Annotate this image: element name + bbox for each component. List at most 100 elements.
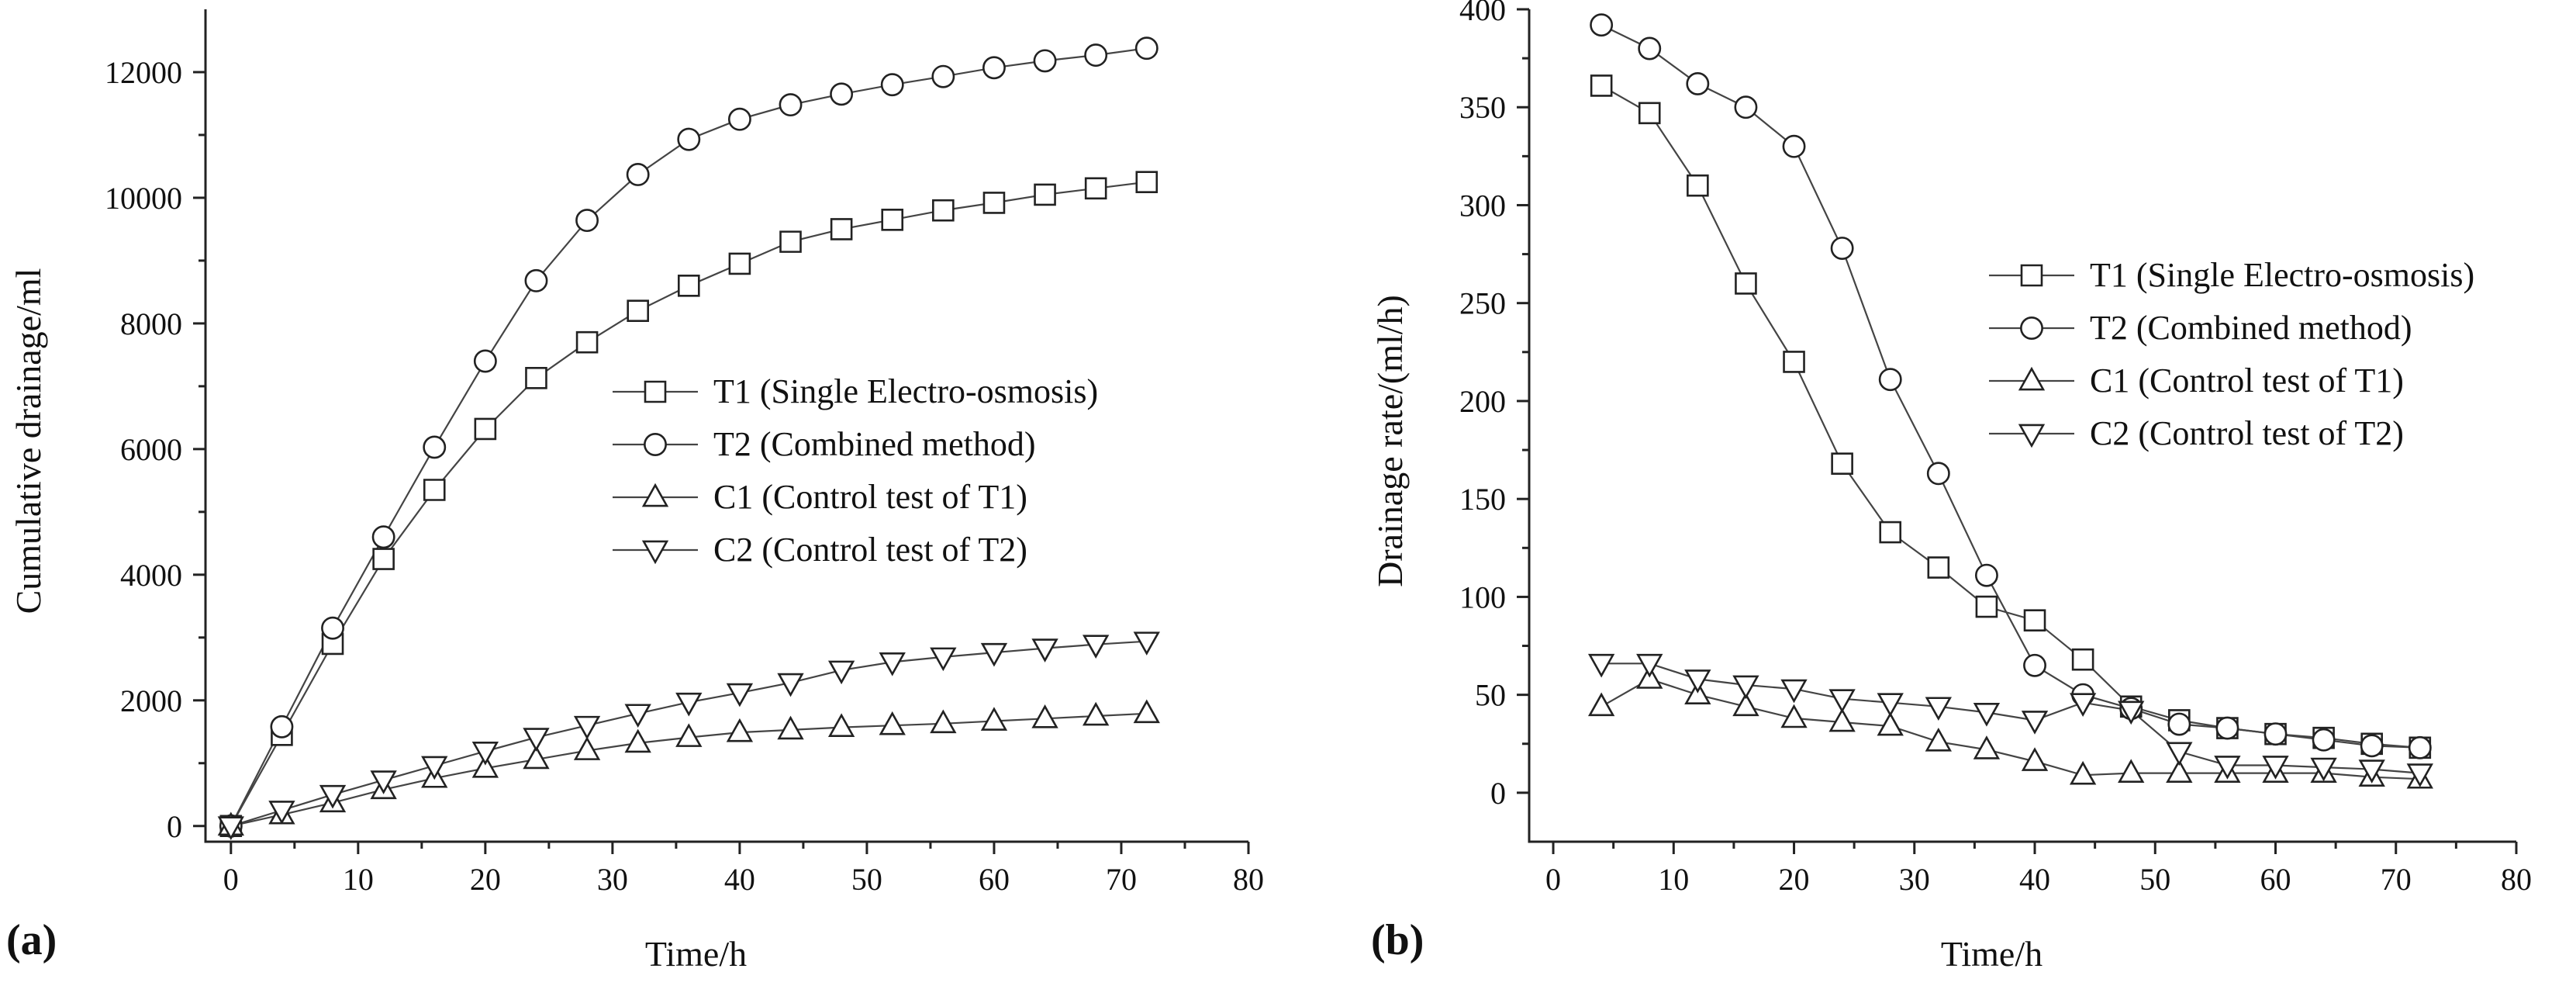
x-tick-label: 60 [979, 862, 1010, 897]
data-point [525, 367, 547, 389]
y-tick-label: 4000 [120, 558, 182, 593]
data-point [421, 756, 448, 780]
data-point [1590, 74, 1613, 97]
legend-marker-circle [2020, 317, 2043, 340]
data-point [1974, 563, 1998, 587]
legend-label: C1 (Control test of T1) [2090, 362, 2404, 400]
legend-marker-triangle-down [2018, 424, 2046, 448]
data-point [2310, 757, 2337, 782]
legend-label: C1 (Control test of T1) [713, 478, 1027, 516]
panel-b-drainage-rate-chart: 0 10 20 30 40 50 60 70 80 0 50 100 150 200 250 300 350 40… [1370, 0, 2532, 974]
data-point [217, 816, 244, 841]
data-point [932, 199, 955, 222]
data-point [471, 753, 499, 778]
x-tick-label: 50 [2139, 862, 2170, 897]
data-point [1925, 727, 1952, 752]
data-point [726, 683, 754, 707]
data-point [2360, 734, 2384, 758]
legend-label: T2 (Combined method) [713, 425, 1036, 463]
x-tick-label: 60 [2260, 862, 2291, 897]
legend-marker-triangle-down [641, 540, 669, 565]
legend: T1 (Single Electro-osmosis) T2 (Combined … [613, 372, 1098, 569]
data-point [1684, 669, 1711, 694]
data-point [575, 209, 599, 233]
data-point [2021, 711, 2049, 735]
data-point [1031, 704, 1058, 728]
y-tick-label: 350 [1459, 90, 1506, 125]
data-point [2118, 759, 2145, 783]
data-point [1083, 701, 1110, 726]
data-point [1877, 693, 1904, 718]
data-point [1133, 631, 1160, 656]
data-point [1636, 653, 1663, 678]
data-point [1638, 102, 1661, 125]
data-point [524, 268, 548, 292]
data-point [931, 64, 955, 88]
x-axis-title: Time/h [1941, 934, 2042, 974]
data-point [1638, 36, 1662, 61]
data-point [930, 709, 957, 734]
data-point [268, 801, 295, 825]
data-point [627, 299, 649, 323]
data-point [2021, 747, 2049, 771]
x-tick-label: 40 [2019, 862, 2050, 897]
y-tick-label: 400 [1459, 0, 1506, 27]
y-tick-label: 300 [1459, 188, 1506, 223]
data-point [1134, 36, 1159, 61]
data-point [727, 107, 751, 131]
data-point [1878, 368, 1902, 392]
data-point [423, 435, 447, 459]
data-point [1927, 556, 1950, 579]
data-point [624, 728, 651, 753]
data-point [523, 745, 550, 770]
data-point [573, 736, 601, 760]
x-tick-label: 10 [343, 862, 374, 897]
data-point [1830, 237, 1854, 260]
data-point [2166, 742, 2193, 766]
data-point [675, 723, 703, 747]
panel-label: (b) [1371, 916, 1424, 964]
legend-label: C2 (Control test of T2) [713, 531, 1027, 569]
data-point [1828, 689, 1856, 713]
data-point [2071, 648, 2094, 671]
legend-marker-triangle-up [641, 483, 669, 507]
y-axis-title: Drainage rate/(ml/h) [1370, 295, 1410, 587]
x-tick-label: 10 [1658, 862, 1689, 897]
y-tick-label: 6000 [120, 432, 182, 467]
y-tick-label: 8000 [120, 306, 182, 341]
data-point [2023, 653, 2046, 677]
axes-frame [1528, 9, 2516, 843]
data-point [2166, 759, 2193, 783]
data-point [982, 192, 1006, 214]
data-point [827, 660, 855, 685]
data-point [1925, 697, 1952, 721]
x-tick-label: 50 [851, 862, 882, 897]
data-point [2167, 712, 2191, 736]
x-tick-label: 20 [470, 862, 501, 897]
legend-marker-square [2020, 264, 2043, 287]
x-tick-label: 70 [1106, 862, 1137, 897]
x-tick-label: 0 [223, 862, 239, 897]
data-point [726, 718, 754, 742]
data-point [2312, 728, 2336, 752]
legend-marker-triangle-up [2018, 366, 2046, 391]
legend-label: T1 (Single Electro-osmosis) [2090, 256, 2474, 294]
data-point [1687, 174, 1709, 197]
data-point [471, 742, 499, 766]
data-point [474, 417, 497, 441]
y-axis-title: Cumulative drainage/ml [9, 268, 48, 614]
x-tick-label: 70 [2381, 862, 2412, 897]
data-point [2262, 756, 2289, 780]
data-point [1732, 692, 1759, 717]
y-tick-label: 2000 [120, 683, 182, 718]
y-tick-label: 250 [1459, 286, 1506, 321]
data-point [881, 208, 904, 231]
data-point [473, 349, 497, 373]
data-point [728, 252, 751, 275]
x-axis-title: Time/h [645, 934, 747, 974]
x-tick-label: 30 [597, 862, 628, 897]
data-point [2358, 759, 2385, 784]
data-point [980, 642, 1008, 667]
legend-marker-square [644, 380, 667, 403]
data-point [1587, 653, 1615, 678]
